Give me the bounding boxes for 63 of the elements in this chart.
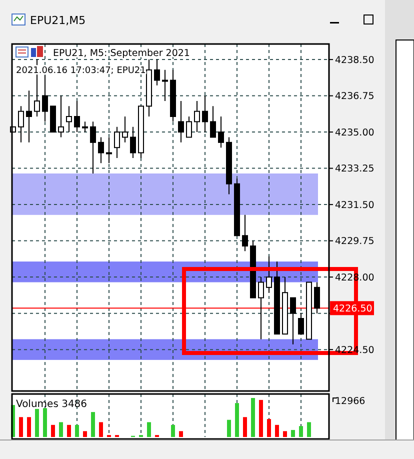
bar <box>235 403 239 437</box>
bar <box>99 422 103 437</box>
candlestick <box>74 100 80 133</box>
y-tick-label: 4233.25 <box>335 164 374 175</box>
bar <box>299 426 303 437</box>
candlestick <box>106 136 112 164</box>
candlestick <box>18 106 24 143</box>
bar <box>291 430 295 437</box>
bar <box>19 417 23 437</box>
bar <box>59 422 63 437</box>
bar <box>67 424 71 437</box>
bar <box>171 424 175 437</box>
text: 12966 <box>335 396 366 407</box>
bar <box>275 424 279 437</box>
y-tick-label: 4238.50 <box>335 54 374 66</box>
bar <box>147 422 151 437</box>
y-tick-label: 4229.75 <box>335 236 374 248</box>
candlestick <box>122 116 128 143</box>
bar <box>243 417 247 437</box>
bar <box>27 417 31 437</box>
candlestick <box>98 136 104 164</box>
bar <box>283 431 287 437</box>
candlestick <box>266 256 272 294</box>
bar <box>259 400 263 437</box>
candlestick <box>90 121 96 174</box>
candlestick <box>42 74 48 122</box>
bar <box>91 412 95 437</box>
y-tick-label: 4236.75 <box>335 91 374 102</box>
candlestick <box>210 106 216 138</box>
bar <box>251 398 255 437</box>
bar <box>179 431 183 437</box>
chart-title: Volumes 3486 <box>16 399 88 410</box>
candlestick <box>178 100 184 143</box>
candlestick <box>130 126 136 158</box>
candlestick <box>242 214 248 252</box>
candlestick <box>162 69 168 102</box>
candlestick <box>186 116 192 138</box>
y-tick-label: 4235.00 <box>335 127 374 138</box>
candlestick <box>114 126 120 158</box>
candlestick <box>82 121 88 133</box>
text: EPU21,M5 <box>30 14 86 27</box>
candlestick <box>154 59 160 86</box>
y-tick-label: 4231.50 <box>335 200 374 211</box>
candlestick <box>58 95 64 138</box>
candlestick <box>258 276 264 340</box>
bar <box>75 424 79 437</box>
bar <box>307 422 311 437</box>
candlestick <box>314 282 320 314</box>
bar <box>83 431 87 437</box>
candlestick <box>290 297 296 345</box>
candlestick <box>66 106 72 133</box>
bar <box>51 424 55 437</box>
candlestick <box>298 312 304 335</box>
bar <box>227 420 231 437</box>
bar <box>267 419 271 437</box>
candlestick <box>26 90 32 143</box>
candlestick <box>202 95 208 133</box>
text: EPU21, M5: September 2021 <box>53 48 190 59</box>
bar <box>43 408 47 437</box>
ref-line-label: 4226.50 <box>333 303 372 314</box>
candlestick <box>194 100 200 133</box>
candlestick <box>218 116 224 148</box>
bar <box>35 408 39 437</box>
